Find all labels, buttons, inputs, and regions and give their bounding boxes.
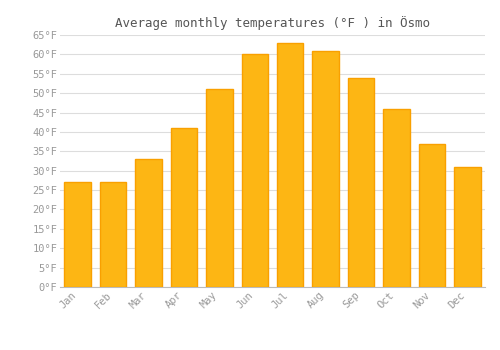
Bar [383,108,409,287]
Bar [348,78,374,287]
Bar [454,167,480,287]
Bar [206,89,233,287]
Bar [418,144,445,287]
Bar [100,182,126,287]
Bar [170,128,197,287]
Title: Average monthly temperatures (°F ) in Ösmo: Average monthly temperatures (°F ) in Ös… [115,16,430,30]
Bar [312,50,339,287]
Bar [277,43,303,287]
Bar [64,182,91,287]
Bar [136,159,162,287]
Bar [242,54,268,287]
